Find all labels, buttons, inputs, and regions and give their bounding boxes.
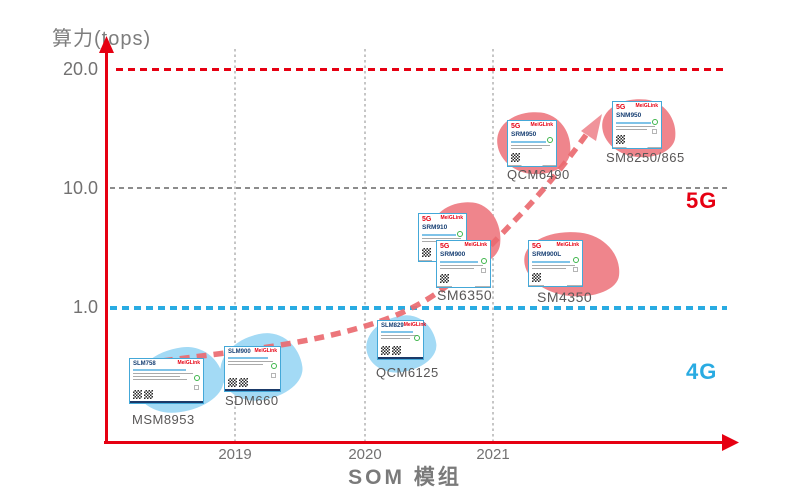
module-label: SM6350: [437, 287, 493, 303]
x-axis-line: [104, 441, 724, 444]
y-axis-title: 算力(tops): [52, 28, 152, 50]
band-label-4g: 4G: [686, 359, 718, 384]
cert-icon: [481, 257, 487, 264]
reference-line-1tops: [110, 306, 727, 310]
chip-name: SLM758: [133, 361, 156, 367]
module-label: QCM6125: [376, 365, 439, 380]
cert-icon: [271, 362, 277, 369]
y-tick-1: 1.0: [72, 297, 98, 317]
chip-footer-strip: [529, 284, 582, 286]
module-group-sdm660: SLM900 MeiGLink SDM660: [215, 326, 307, 410]
5g-badge: 5G: [616, 104, 626, 111]
chip-text-lines: [613, 125, 661, 130]
module-chip-snm950: 5G MeiGLink SNM950: [612, 101, 662, 149]
chip-footer-strip: [508, 164, 556, 166]
chip-model-line: [381, 331, 414, 333]
brand-logo: MeiGLink: [635, 103, 658, 109]
qr-code: [440, 274, 449, 283]
chip-model-line: [616, 121, 651, 124]
module-label: MSM8953: [132, 412, 195, 427]
brand-logo: MeiGLink: [530, 122, 553, 128]
module-label: SDM660: [225, 393, 279, 408]
chip-model-line: [422, 233, 456, 236]
module-group-msm8953: SLM758 MeiGLink MSM8953: [125, 342, 228, 427]
module-label: SM8250/865: [606, 150, 685, 165]
y-tick-20: 20.0: [62, 59, 98, 79]
5g-badge: 5G: [422, 216, 432, 223]
chip-model-line: [228, 357, 268, 359]
cert-icon: [547, 137, 553, 144]
module-group-sm4350: 5G MeiGLink SRM900L SM4350: [520, 227, 625, 306]
qr-code: [133, 390, 142, 399]
reference-line-10tops: [110, 187, 727, 189]
qr-code: [422, 248, 431, 257]
qr-code: [228, 378, 237, 387]
brand-logo: MeiGLink: [254, 348, 277, 354]
5g-badge: 5G: [440, 243, 450, 250]
chip-model-line: [440, 260, 479, 263]
qr-code: [511, 153, 520, 162]
chip-footer-strip: [225, 388, 280, 391]
chip-footer-strip: [130, 400, 203, 403]
qr-code: [144, 390, 153, 399]
brand-logo: MeiGLink: [177, 360, 200, 366]
cert-icon: [194, 374, 200, 381]
module-chip-slm829: SLM829 MeiGLink: [377, 320, 427, 360]
qr-code: [532, 273, 541, 282]
chip-name: SLM900: [228, 349, 251, 355]
y-tick-10: 10.0: [62, 178, 98, 198]
5g-badge: 5G: [511, 123, 521, 130]
5g-badge: 5G: [532, 243, 542, 250]
brand-logo: MeiGLink: [556, 242, 579, 248]
module-group-sm6350: 5G MeiGLink SRM910 5G MeiGLink SRM900 SM63…: [414, 198, 506, 304]
cert-icon: [414, 334, 420, 341]
x-tick-2019: 2019: [218, 446, 252, 463]
package-icon: [194, 384, 199, 390]
cert-icon: [457, 230, 463, 237]
gridline-2020: [364, 48, 366, 442]
module-chip-slm758: SLM758 MeiGLink: [129, 358, 204, 404]
module-group-sm8250-865: 5G MeiGLink SNM950 SM8250/865: [598, 94, 685, 166]
chip-name: SLM829: [381, 323, 404, 329]
package-icon: [573, 267, 578, 273]
module-label: SM4350: [537, 289, 593, 305]
qr-code: [616, 135, 625, 144]
qr-code: [392, 346, 401, 355]
brand-logo: MeiGLink: [464, 242, 487, 248]
chip-name: SNM950: [616, 112, 642, 119]
package-icon: [481, 267, 486, 273]
chip-model-line: [133, 369, 186, 371]
chip-text-lines: [130, 373, 203, 380]
cert-icon: [652, 118, 658, 125]
x-tick-2020: 2020: [348, 446, 382, 463]
qr-code: [239, 378, 248, 387]
package-icon: [652, 128, 657, 134]
reference-line-20tops: [116, 68, 723, 71]
band-label-5g: 5G: [686, 188, 718, 213]
cert-icon: [573, 257, 579, 264]
qr-code: [381, 346, 390, 355]
chip-footer-strip: [613, 146, 661, 148]
chip-model-line: [511, 140, 546, 143]
module-chip-srm950: 5G MeiGLink SRM950: [507, 120, 557, 167]
chip-footer-strip: [378, 356, 423, 359]
x-axis-arrow-icon: [722, 434, 739, 451]
module-label: QCM6490: [507, 167, 570, 182]
module-chip-srm900l: 5G MeiGLink SRM900L: [528, 240, 583, 287]
chip-model-line: [532, 260, 571, 263]
module-chip-srm900: 5G MeiGLink SRM900: [436, 240, 491, 288]
brand-logo: MeiGLink: [440, 215, 463, 221]
chip-text-lines: [508, 144, 556, 149]
package-icon: [271, 372, 276, 378]
y-axis-line: [105, 46, 108, 444]
brand-logo: MeiGLink: [403, 322, 427, 328]
x-tick-2021: 2021: [476, 446, 510, 463]
x-axis-title: SOM 模组: [348, 466, 462, 489]
module-group-qcm6125: SLM829 MeiGLink QCM6125: [362, 311, 442, 382]
module-chip-slm900: SLM900 MeiGLink: [224, 346, 281, 392]
module-group-qcm6490: 5G MeiGLink SRM950 QCM6490: [493, 108, 576, 182]
